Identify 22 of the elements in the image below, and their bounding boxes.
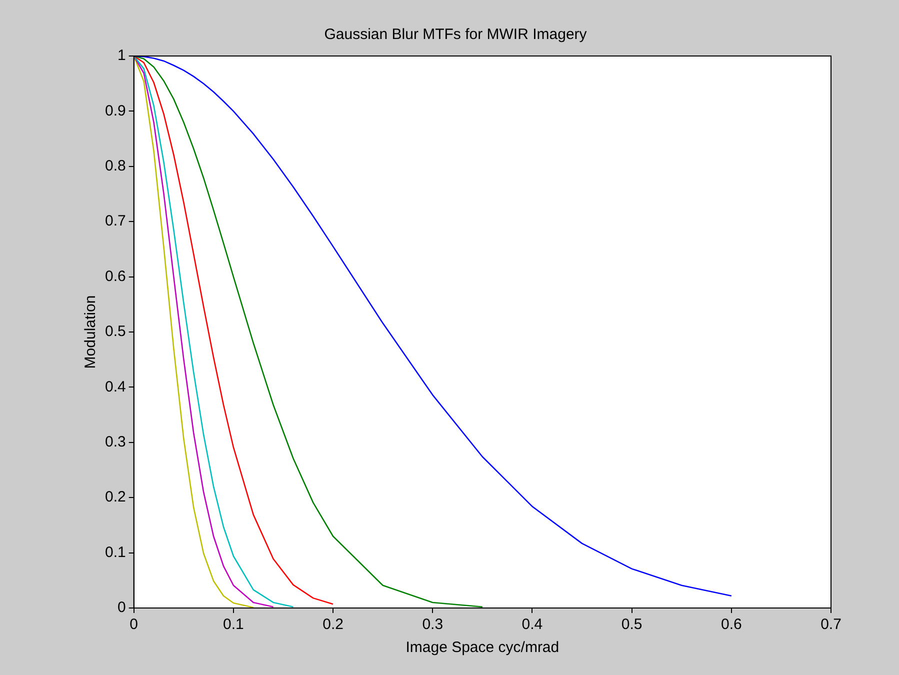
y-tick-label: 0.5: [104, 323, 126, 340]
x-tick-label: 0.6: [720, 616, 742, 634]
chart-title: Gaussian Blur MTFs for MWIR Imagery: [324, 26, 588, 44]
y-tick-label: 0.1: [104, 544, 126, 561]
x-tick-label: 0.4: [522, 616, 543, 634]
x-tick-label: 0.1: [223, 616, 244, 634]
y-tick-label: 0.9: [104, 102, 126, 120]
x-tick-label: 0.2: [322, 616, 344, 634]
x-tick-label: 0.5: [621, 616, 642, 634]
x-tick-label: 0: [130, 616, 138, 634]
y-tick-label: 0: [118, 599, 126, 616]
y-axis-title: Modulation: [82, 295, 100, 369]
x-axis-title: Image Space cyc/mrad: [406, 639, 560, 656]
y-tick-label: 0.6: [104, 268, 126, 285]
x-tick-label: 0.3: [422, 616, 444, 634]
y-tick-label: 0.2: [104, 488, 126, 506]
x-tick-label: 0.7: [820, 616, 842, 634]
y-tick-label: 0.7: [104, 212, 126, 230]
y-tick-label: 1: [118, 47, 126, 64]
y-tick-label: 0.4: [104, 378, 126, 396]
y-tick-label: 0.8: [104, 158, 126, 175]
y-tick-label: 0.3: [104, 434, 126, 451]
